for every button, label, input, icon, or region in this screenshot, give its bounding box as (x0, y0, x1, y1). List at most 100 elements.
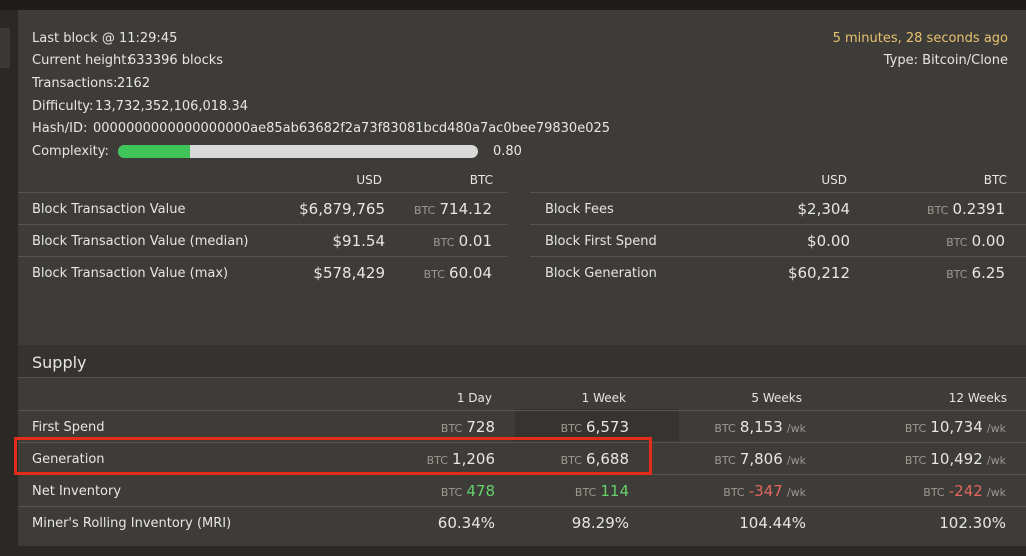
left-row-btc: BTC 60.04 (400, 264, 492, 282)
btc-value: 714.12 (439, 200, 493, 218)
btc-unit: BTC (440, 486, 463, 499)
left-col-btc: BTC (469, 173, 493, 187)
supply-12weeks: BTC 10,734 /wk (870, 418, 1006, 436)
right-row-label: Block Fees (545, 202, 614, 217)
supply-row-label: Net Inventory (32, 484, 122, 499)
left-row-usd: $6,879,765 (299, 200, 385, 218)
value: 6,688 (586, 450, 629, 468)
btc-value: 0.2391 (952, 200, 1006, 218)
btc-unit: BTC (714, 454, 736, 467)
supply-row-label: First Spend (32, 420, 105, 435)
per-week: /wk (986, 422, 1006, 435)
complexity-bar-fill (118, 145, 190, 158)
value: 728 (466, 418, 495, 436)
supply-1day: BTC 478 (400, 482, 495, 500)
value: -347 (748, 482, 783, 500)
value: 6,573 (586, 418, 629, 436)
right-row-btc: BTC 0.2391 (890, 200, 1005, 218)
supply-row-label: Generation (32, 452, 105, 467)
week-cell-shade (515, 409, 679, 441)
left-row-label: Block Transaction Value (median) (32, 234, 249, 249)
hash-value[interactable]: 0000000000000000000ae85ab63682f2a73f8308… (93, 121, 611, 136)
btc-unit: BTC (433, 236, 455, 249)
btc-unit: BTC (560, 422, 582, 435)
per-week: /wk (986, 454, 1006, 467)
top-bar (0, 0, 1026, 10)
block-panel (18, 10, 1026, 546)
btc-unit: BTC (440, 422, 463, 435)
left-row-btc: BTC 0.01 (400, 232, 492, 250)
value: -242 (948, 482, 983, 500)
btc-unit: BTC (904, 422, 927, 435)
hash-label: Hash/ID: (32, 121, 88, 136)
supply-row-label: Miner's Rolling Inventory (MRI) (32, 516, 232, 531)
difficulty-label: Difficulty: (32, 99, 94, 114)
last-block-label: Last block @ 11:29:45 (32, 31, 178, 46)
value: 114 (600, 482, 629, 500)
per-week: /wk (786, 422, 806, 435)
btc-value: 6.25 (971, 264, 1005, 282)
complexity-label: Complexity: (32, 144, 109, 159)
per-week: /wk (786, 486, 806, 499)
right-row-label: Block Generation (545, 266, 657, 281)
supply-col-5weeks: 5 Weeks (751, 391, 802, 405)
time-ago: 5 minutes, 28 seconds ago (832, 31, 1008, 46)
btc-unit: BTC (423, 268, 445, 281)
supply-5weeks: BTC 8,153 /wk (680, 418, 806, 436)
height-value: 633396 blocks (128, 53, 224, 68)
left-row-label: Block Transaction Value (max) (32, 266, 229, 281)
supply-header-bg (18, 345, 1026, 377)
per-week: /wk (986, 486, 1006, 499)
btc-unit: BTC (927, 204, 949, 217)
supply-12weeks: BTC 10,492 /wk (870, 450, 1006, 468)
supply-col-1day: 1 Day (456, 391, 492, 405)
right-row-label: Block First Spend (545, 234, 657, 249)
supply-1day: 60.34% (437, 514, 495, 532)
value: 7,806 (739, 450, 783, 468)
right-row-btc: BTC 6.25 (890, 264, 1005, 282)
left-row-usd: $91.54 (332, 232, 386, 250)
btc-unit: BTC (574, 486, 597, 499)
btc-unit: BTC (723, 486, 745, 499)
btc-unit: BTC (714, 422, 736, 435)
left-row-usd: $578,429 (313, 264, 385, 282)
right-row-usd: $60,212 (787, 264, 850, 282)
right-col-btc: BTC (983, 173, 1007, 187)
complexity-value: 0.80 (493, 144, 522, 159)
type-value: Bitcoin/Clone (922, 53, 1008, 68)
supply-5weeks: BTC -347 /wk (680, 482, 806, 500)
btc-value: 60.04 (449, 264, 492, 282)
btc-unit: BTC (904, 454, 927, 467)
btc-unit: BTC (946, 236, 968, 249)
left-row-label: Block Transaction Value (32, 202, 186, 217)
transactions-label: Transactions: (32, 76, 118, 91)
btc-value: 0.01 (458, 232, 492, 250)
supply-1day: BTC 1,206 (400, 450, 495, 468)
value: 10,492 (930, 450, 983, 468)
right-row-btc: BTC 0.00 (890, 232, 1005, 250)
block-type: Type: Bitcoin/Clone (884, 53, 1008, 68)
left-col-usd: USD (356, 173, 382, 187)
btc-unit: BTC (426, 454, 448, 467)
left-row-btc: BTC 714.12 (400, 200, 492, 218)
height-label: Current height: (32, 53, 131, 68)
value: 478 (466, 482, 495, 500)
supply-1day: BTC 728 (400, 418, 495, 436)
btc-unit: BTC (560, 454, 582, 467)
right-col-usd: USD (821, 173, 847, 187)
right-row-usd: $0.00 (807, 232, 850, 250)
difficulty-value: 13,732,352,106,018.34 (95, 99, 248, 114)
btc-unit: BTC (923, 486, 945, 499)
btc-unit: BTC (946, 268, 968, 281)
complexity-bar (118, 145, 478, 158)
type-label: Type: (883, 53, 919, 68)
value: 1,206 (452, 450, 495, 468)
supply-5weeks: 104.44% (739, 514, 806, 532)
supply-1week: 98.29% (571, 514, 629, 532)
right-row-usd: $2,304 (797, 200, 851, 218)
supply-col-12weeks: 12 Weeks (948, 391, 1007, 405)
supply-5weeks: BTC 7,806 /wk (680, 450, 806, 468)
transactions-value: 2162 (117, 76, 151, 91)
supply-title: Supply (32, 353, 87, 372)
btc-unit: BTC (414, 204, 436, 217)
